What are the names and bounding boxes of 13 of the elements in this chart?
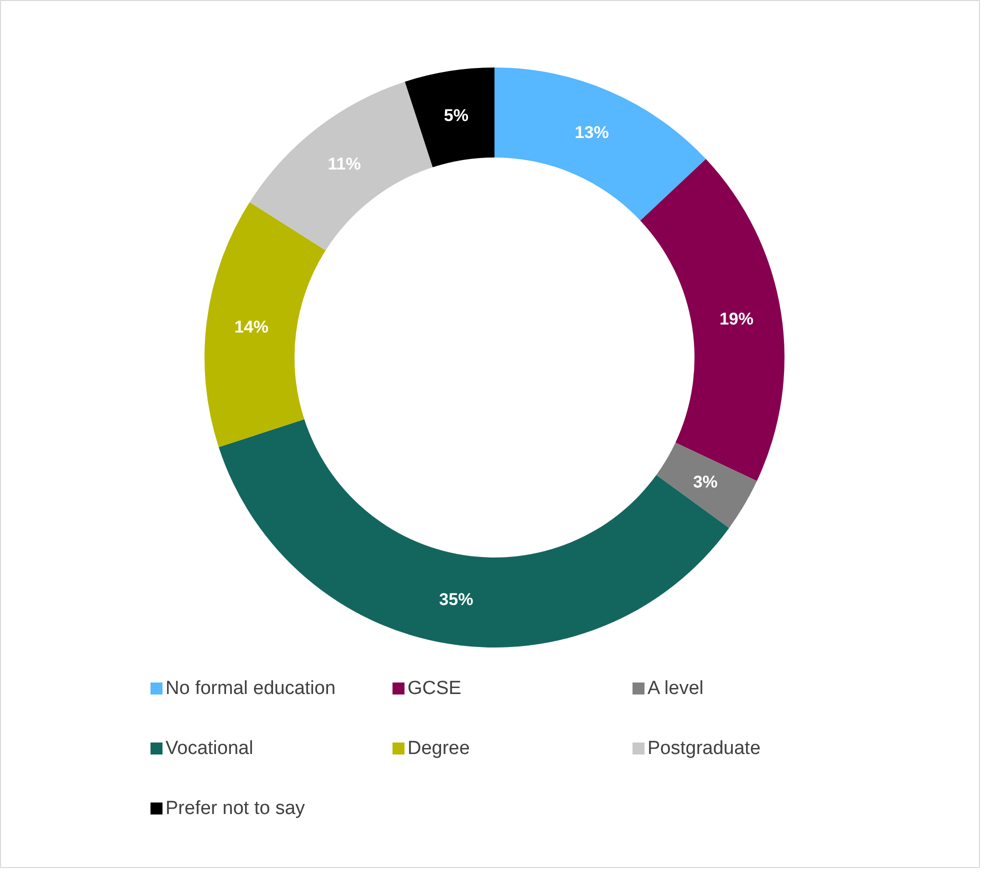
data-label: 35% <box>439 590 474 609</box>
data-label: 19% <box>719 310 754 329</box>
legend-label: Degree <box>408 738 470 759</box>
data-label: 13% <box>574 123 609 142</box>
data-label: 3% <box>693 472 718 492</box>
legend-label: A level <box>648 678 704 699</box>
legend-label: No formal education <box>166 678 336 699</box>
legend-label: Prefer not to say <box>166 798 306 819</box>
legend-label: Postgraduate <box>648 738 761 759</box>
data-label: 5% <box>444 106 468 126</box>
legend-label: GCSE <box>408 678 462 699</box>
data-label: 14% <box>234 317 268 336</box>
legend-label: Vocational <box>166 738 254 759</box>
